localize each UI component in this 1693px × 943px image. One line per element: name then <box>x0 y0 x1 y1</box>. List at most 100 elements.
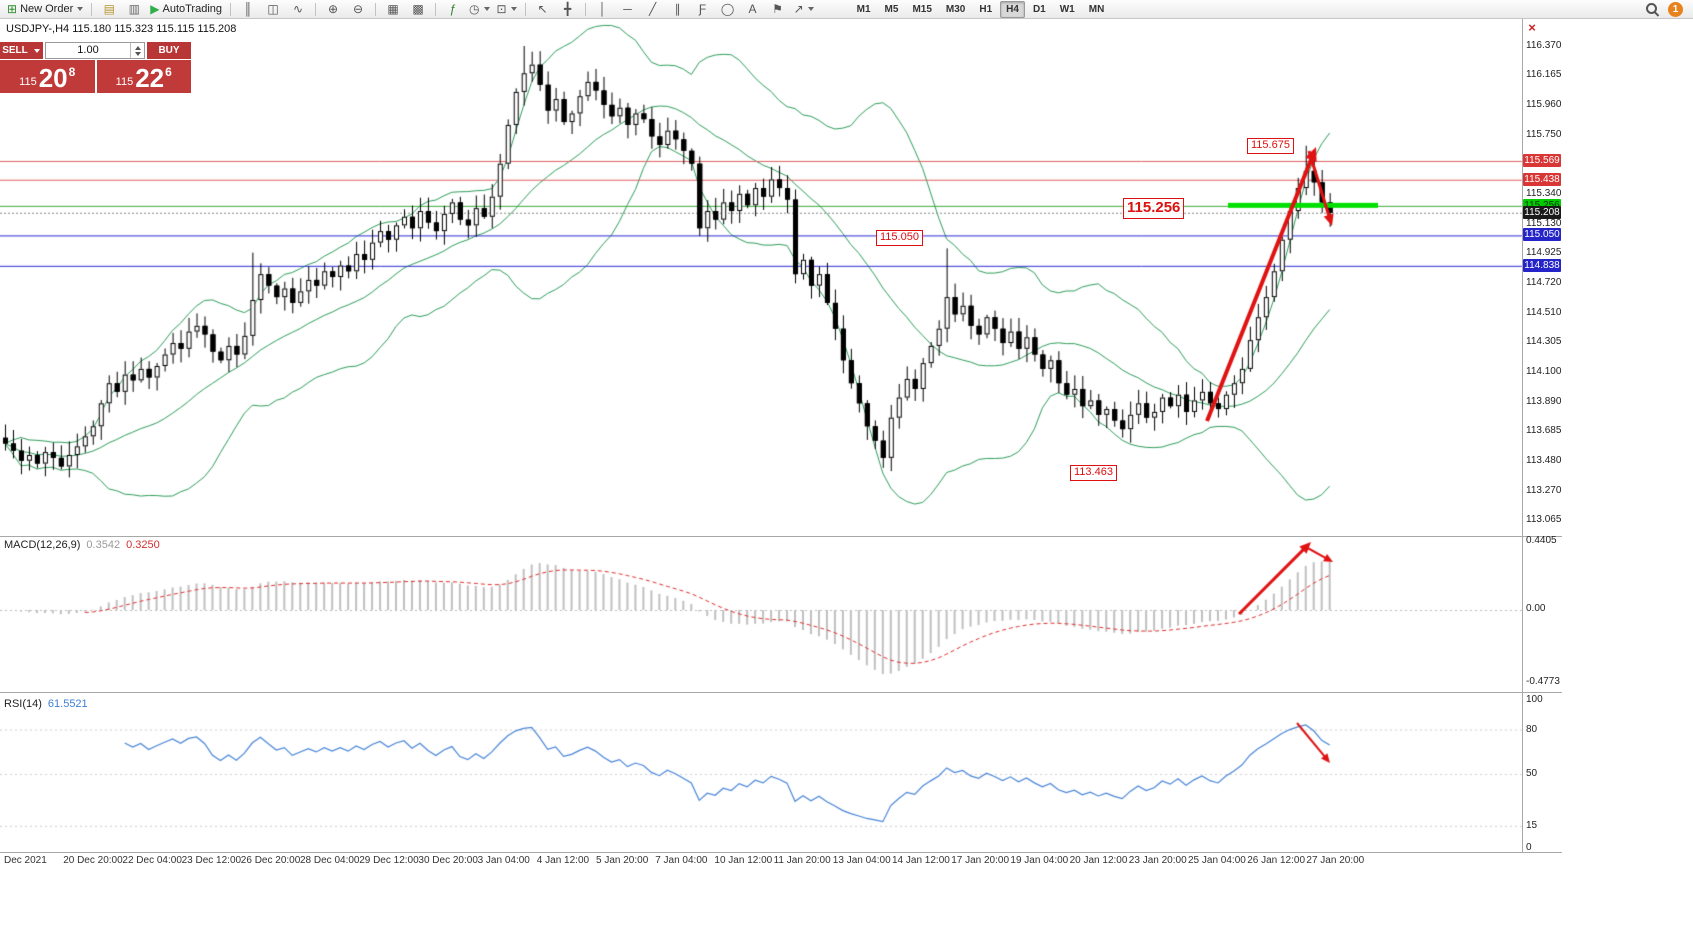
indicators-button[interactable]: ƒ <box>441 1 465 17</box>
line-chart-icon: ∿ <box>292 2 304 16</box>
channel-button[interactable]: ∥ <box>666 1 690 17</box>
volume-stepper[interactable] <box>130 43 144 58</box>
zoom-out-button[interactable]: ⊖ <box>346 1 370 17</box>
horizontal-line-button[interactable]: ─ <box>616 1 640 17</box>
tile-windows-button[interactable]: ▦ <box>381 1 405 17</box>
macd-rsi-separator[interactable] <box>0 692 1562 693</box>
rsi-label: RSI(14) <box>4 698 42 710</box>
sell-price-button[interactable]: 115 20 8 <box>0 60 95 93</box>
trendline-button[interactable]: ╱ <box>641 1 665 17</box>
new-order-label: New Order <box>20 3 74 15</box>
zoom-in-icon: ⊕ <box>327 2 339 16</box>
volume-field[interactable]: 1.00 <box>45 42 145 59</box>
timeframe-m1[interactable]: M1 <box>856 3 871 15</box>
toolbar-separator-4 <box>375 2 377 16</box>
cursor-button[interactable]: ↖ <box>531 1 555 17</box>
timeframe-h1[interactable]: H1 <box>979 3 993 15</box>
new-order-button[interactable]: ⊞ New Order <box>4 1 86 17</box>
toolbar-items: ⊞ New Order ▤ ▥ ▶ AutoTrading ║ ◫ ∿ ⊕ ⊖ ▦ ▩ ƒ ◷ ⊡ ↖ ╋ │ ─ ╱ ∥… <box>4 1 817 17</box>
toolbar-separator-3 <box>315 2 317 16</box>
shapes-button[interactable]: ◯ <box>716 1 740 17</box>
templates-icon: ⊡ <box>496 2 507 16</box>
indicators-icon: ƒ <box>449 2 457 16</box>
timeframe-m5[interactable]: M5 <box>884 3 899 15</box>
autotrading-button[interactable]: ▶ AutoTrading <box>147 1 225 17</box>
text-button[interactable]: A <box>741 1 765 17</box>
chart-close-button[interactable]: × <box>1528 20 1536 35</box>
macd-label: MACD(12,26,9) <box>4 539 81 551</box>
stepper-down-icon[interactable] <box>134 51 141 56</box>
toolbar-separator-7 <box>584 2 586 16</box>
buy-button[interactable]: BUY <box>147 42 191 59</box>
fibonacci-icon: Ƒ <box>698 2 707 16</box>
candlestick-chart-icon: ◫ <box>267 2 279 16</box>
autotrading-label: AutoTrading <box>162 3 223 15</box>
new-order-icon: ⊞ <box>7 2 18 16</box>
arrows-button[interactable]: ↗ <box>791 1 817 17</box>
text-icon: A <box>748 2 757 16</box>
notification-badge[interactable]: 1 <box>1668 1 1683 17</box>
autotrading-icon: ▶ <box>150 2 160 16</box>
horizontal-line-icon: ─ <box>623 2 632 16</box>
macd-axis-zero: 0.00 <box>1526 603 1546 614</box>
macd-signal-value: 0.3250 <box>126 539 160 551</box>
timeframe-m15[interactable]: M15 <box>912 3 932 15</box>
timeframe-m30[interactable]: M30 <box>945 3 966 15</box>
stepper-up-icon[interactable] <box>134 45 141 50</box>
zoom-in-button[interactable]: ⊕ <box>321 1 345 17</box>
text-label-icon: ⚑ <box>772 2 783 16</box>
timeframe-bar: M1 M5 M15 M30 H1 H4 D1 W1 MN <box>851 0 1111 18</box>
zoom-out-icon: ⊖ <box>352 2 364 16</box>
vertical-line-button[interactable]: │ <box>591 1 615 17</box>
candlestick-chart-button[interactable]: ◫ <box>261 1 285 17</box>
volume-value[interactable]: 1.00 <box>77 44 99 56</box>
text-label-button[interactable]: ⚑ <box>766 1 790 17</box>
buy-price-handle: 115 <box>115 76 134 88</box>
period-icon: ◷ <box>469 2 480 16</box>
cursor-icon: ↖ <box>537 2 548 16</box>
arrows-caret-icon <box>807 7 814 11</box>
bar-chart-button[interactable]: ║ <box>236 1 260 17</box>
trendline-icon: ╱ <box>648 2 657 16</box>
line-chart-button[interactable]: ∿ <box>286 1 310 17</box>
new-order-caret-icon <box>77 7 84 11</box>
cascade-windows-icon: ▩ <box>412 2 424 16</box>
sell-price-handle: 115 <box>19 76 37 88</box>
toolbar-separator-5 <box>435 2 437 16</box>
period-caret-icon <box>483 7 490 11</box>
search-icon[interactable] <box>1645 2 1660 17</box>
profiles-button[interactable]: ▤ <box>97 1 121 17</box>
toolbar-separator-6 <box>524 2 526 16</box>
fibonacci-button[interactable]: Ƒ <box>691 1 715 17</box>
timeframe-h4[interactable]: H4 <box>1000 0 1025 18</box>
crosshair-button[interactable]: ╋ <box>556 1 580 17</box>
templates-caret-icon <box>510 7 517 11</box>
macd-axis-max: 0.4405 <box>1526 535 1557 546</box>
arrows-icon: ↗ <box>793 2 804 16</box>
crosshair-icon: ╋ <box>563 2 572 16</box>
main-macd-separator[interactable] <box>0 536 1562 537</box>
timeframe-mn[interactable]: MN <box>1088 3 1105 15</box>
toolbar-separator-2 <box>230 2 232 16</box>
timeframe-w1[interactable]: W1 <box>1059 3 1075 15</box>
chart-windows-button[interactable]: ▥ <box>122 1 146 17</box>
cascade-windows-button[interactable]: ▩ <box>406 1 430 17</box>
period-button[interactable]: ◷ <box>466 1 492 17</box>
sell-options-button[interactable] <box>30 42 43 59</box>
toolbar-right: 1 <box>1645 1 1683 17</box>
macd-main-value: 0.3542 <box>86 539 121 551</box>
buy-price-big: 22 <box>135 63 165 93</box>
chevron-down-icon <box>34 48 40 53</box>
macd-header: MACD(12,26,9) 0.3542 0.3250 <box>4 539 160 551</box>
templates-button[interactable]: ⊡ <box>494 1 520 17</box>
sell-button[interactable]: SELL <box>0 42 30 59</box>
sell-price-big: 20 <box>38 63 68 93</box>
timeframe-d1[interactable]: D1 <box>1032 3 1046 15</box>
macd-axis-min: -0.4773 <box>1526 676 1560 687</box>
chart-symbol-header: USDJPY-,H4 115.180 115.323 115.115 115.2… <box>6 23 237 35</box>
buy-price-button[interactable]: 115 22 6 <box>96 60 191 93</box>
vertical-line-icon: │ <box>598 2 607 16</box>
rsi-value: 61.5521 <box>47 698 88 710</box>
price-axis-separator <box>1522 19 1523 852</box>
